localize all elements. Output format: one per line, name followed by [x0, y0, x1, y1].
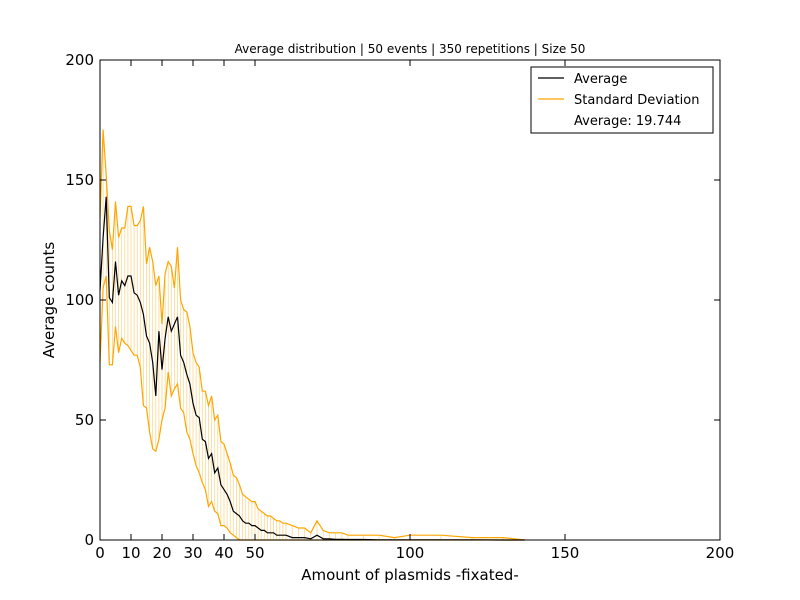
x-axis: 0 10 20 30 40 50 100 150 200	[95, 60, 734, 562]
x-tick-label: 50	[245, 544, 264, 562]
x-tick-label: 10	[121, 544, 140, 562]
y-tick-label: 200	[65, 51, 94, 69]
legend-average-label: Average	[574, 72, 627, 87]
y-axis-label: Average counts	[40, 242, 58, 359]
series-lines	[99, 129, 525, 541]
std-upper-line	[99, 129, 525, 541]
legend-average-value: Average: 19.744	[574, 114, 681, 129]
x-tick-label: 100	[396, 544, 425, 562]
x-tick-label: 30	[183, 544, 202, 562]
std-lower-line	[99, 275, 525, 541]
average-line	[99, 196, 525, 541]
x-tick-label: 150	[551, 544, 580, 562]
y-tick-label: 0	[84, 531, 94, 549]
x-tick-label: 40	[214, 544, 233, 562]
x-axis-label: Amount of plasmids -fixated-	[301, 566, 519, 584]
y-tick-label: 50	[75, 411, 94, 429]
y-axis: 0 50 100 150 200	[65, 51, 720, 549]
chart-title: Average distribution | 50 events | 350 r…	[235, 42, 586, 56]
y-tick-label: 100	[65, 291, 94, 309]
legend: Average Standard Deviation Average: 19.7…	[530, 66, 714, 134]
x-tick-label: 0	[95, 544, 105, 562]
legend-std-label: Standard Deviation	[574, 93, 699, 108]
y-tick-label: 150	[65, 171, 94, 189]
x-tick-label: 200	[706, 544, 735, 562]
x-tick-label: 20	[152, 544, 171, 562]
std-error-bars	[99, 129, 504, 540]
